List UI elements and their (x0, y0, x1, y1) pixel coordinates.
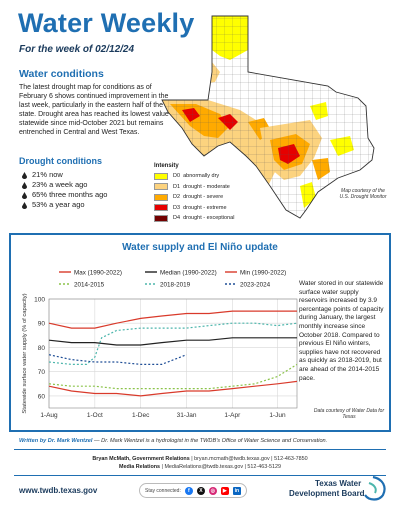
contact-line: Media Relations | MediaRelations@twdb.te… (119, 464, 281, 470)
legend-label: 2018-2019 (160, 281, 191, 288)
conditions-heading: Water conditions (19, 68, 104, 80)
contacts: Bryan McMath, Government Relations | bry… (0, 455, 400, 471)
legend-item: D1 drought - moderate (154, 182, 234, 193)
series-line (48, 310, 297, 329)
contact-line: Bryan McMath, Government Relations | bry… (92, 456, 308, 462)
list-item: 53% a year ago (22, 200, 107, 210)
series-line (48, 363, 298, 390)
legend-label: Median (1990-2022) (160, 269, 217, 276)
legend-title: Intensity (154, 163, 179, 169)
youtube-icon[interactable]: ▶ (220, 486, 229, 495)
plot-frame (48, 298, 298, 409)
panel-title: Water supply and El Niño update (122, 242, 278, 253)
legend-label: 2014-2015 (74, 281, 105, 288)
website-link[interactable]: www.twdb.texas.gov (19, 486, 98, 495)
divider (14, 449, 386, 450)
x-tick-label: 1-Aug (40, 412, 58, 419)
x-tick-label: 1-Dec (132, 412, 150, 419)
series-line (48, 380, 298, 397)
texas-drought-map (161, 15, 375, 219)
panel-text: Water stored in our statewide surface wa… (299, 280, 384, 382)
legend-swatch (154, 183, 168, 191)
social-bar: Stay connected: f X ◎ ▶ in (139, 483, 247, 498)
legend-item: D0 abnormally dry (154, 171, 234, 182)
x-tick-label: 31-Jan (177, 412, 197, 419)
water-drop-icon (22, 171, 27, 179)
legend-swatch (154, 214, 168, 222)
legend-item: D4 drought - exceptional (154, 213, 234, 224)
legend-label: 2023-2024 (240, 281, 271, 288)
facebook-icon[interactable]: f (184, 486, 193, 495)
logo-line2: Development Board (289, 489, 365, 498)
y-axis-label: Statewide surface water supply (% of cap… (22, 293, 28, 413)
panel-credit: Data courtesy of Water Data for Texas (313, 408, 385, 420)
legend-swatch (154, 193, 168, 201)
water-drop-icon (22, 201, 27, 209)
legend-item: D2 drought - severe (154, 192, 234, 203)
list-item: 65% three months ago (22, 190, 107, 200)
series-line (48, 337, 297, 346)
linkedin-icon[interactable]: in (232, 486, 241, 495)
water-drop-icon (22, 191, 27, 199)
legend-swatch (154, 172, 168, 180)
drought-heading: Drought conditions (19, 156, 102, 166)
water-supply-panel: Water supply and El Niño update 60 70 80 90… (9, 233, 391, 432)
drought-list: 21% now 23% a week ago 65% three months … (22, 170, 107, 210)
y-tick-label: 100 (34, 297, 45, 304)
x-icon[interactable]: X (196, 486, 205, 495)
list-item: 21% now (22, 170, 107, 180)
series-line (48, 322, 298, 365)
y-tick-label: 80 (38, 345, 46, 352)
page-title: Water Weekly (18, 8, 195, 38)
legend-label: Min (1990-2022) (240, 269, 286, 276)
reservoir-storage-chart: 60 70 80 90 100 1-Aug 1-Oct 1-Dec 31-Jan 1-Apr 1-J… (22, 269, 298, 419)
map-legend: Intensity D0 abnormally dry D1 drought -… (154, 163, 234, 224)
water-drop-icon (22, 181, 27, 189)
x-tick-label: 1-Apr (224, 412, 241, 419)
stay-connected-label: Stay connected: (145, 487, 181, 494)
logo-line1: Texas Water (315, 479, 362, 488)
x-tick-label: 1-Oct (87, 412, 103, 419)
list-item: 23% a week ago (22, 180, 107, 190)
page-subtitle: For the week of 02/12/24 (19, 44, 135, 55)
y-tick-label: 60 (38, 393, 46, 400)
conditions-body: The latest drought map for conditions as… (19, 84, 169, 137)
x-tick-label: 1-Jun (269, 412, 286, 419)
divider (14, 475, 386, 476)
y-tick-label: 70 (38, 369, 46, 376)
legend-label: Max (1990-2022) (74, 269, 122, 276)
legend-swatch (154, 204, 168, 212)
map-credit: Map courtesy of the U.S. Drought Monitor (339, 188, 387, 200)
author-note: Written by Dr. Mark Wentzel — Dr. Mark W… (19, 438, 328, 444)
y-tick-label: 90 (38, 321, 46, 328)
instagram-icon[interactable]: ◎ (208, 486, 217, 495)
twdb-logo-icon (364, 475, 386, 501)
legend-item: D3 drought - extreme (154, 203, 234, 214)
series-line (48, 354, 187, 365)
